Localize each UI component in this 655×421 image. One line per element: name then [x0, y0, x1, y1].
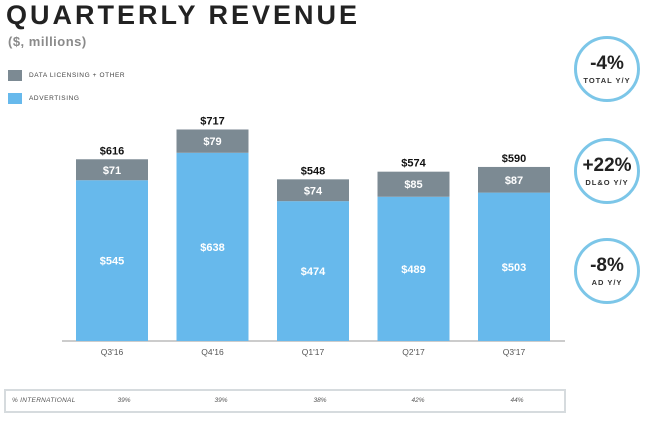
data-label-dlo: $71: [103, 165, 121, 177]
international-value-q2-17: 42%: [411, 397, 425, 404]
international-value-q4-16: 39%: [214, 397, 228, 404]
revenue-bar-chart: $545 $71 $616 Q3'16 $638 $79 $717 Q4'16 $474 $74 $…: [62, 115, 565, 357]
legend-item-advertising: ADVERTISING: [8, 91, 125, 105]
data-label-advertising: $638: [200, 242, 224, 254]
bar-advertising: [176, 152, 249, 341]
legend-swatch-dlo: [8, 69, 22, 81]
bar-dlo: [277, 179, 349, 202]
kpi-ad-value: -8%: [590, 254, 624, 276]
bar-advertising: [76, 180, 148, 341]
x-tick-label: Q3'16: [101, 347, 124, 357]
data-label-dlo: $79: [203, 136, 221, 148]
bar-dlo: [176, 129, 249, 153]
kpi-total-value: -4%: [590, 52, 624, 74]
legend: DATA LICENSING + OTHER ADVERTISING: [8, 68, 125, 114]
data-label-advertising: $489: [401, 264, 425, 276]
kpi-dlo-value: +22%: [582, 154, 632, 176]
bar-dlo: [377, 171, 450, 197]
data-label-total: $548: [301, 165, 325, 177]
data-label-dlo: $85: [404, 179, 422, 191]
chart-title: QUARTERLY REVENUE: [6, 0, 361, 30]
bar-advertising: [478, 192, 550, 341]
data-label-total: $574: [401, 158, 426, 170]
legend-swatch-advertising: [8, 92, 22, 104]
data-label-advertising: $474: [301, 266, 326, 278]
international-table: % INTERNATIONAL 39% 39% 38% 42% 44%: [4, 389, 566, 413]
kpi-ad-label: AD Y/Y: [591, 277, 623, 287]
international-value-q1-17: 38%: [313, 397, 327, 404]
data-label-total: $590: [502, 153, 526, 165]
bar-advertising: [277, 201, 349, 341]
data-label-dlo: $74: [304, 185, 323, 197]
x-tick-label: Q4'16: [201, 347, 224, 357]
data-label-advertising: $545: [100, 256, 124, 268]
kpi-total-label: TOTAL Y/Y: [583, 75, 631, 85]
bar-dlo: [478, 166, 550, 193]
international-value-q3-17: 44%: [510, 397, 524, 404]
data-label-total: $717: [200, 115, 224, 127]
bar-advertising: [377, 196, 450, 341]
x-tick-label: Q2'17: [402, 347, 425, 357]
kpi-ad-yoy: -8% AD Y/Y: [574, 238, 640, 304]
international-label: % INTERNATIONAL: [12, 397, 76, 404]
legend-label-dlo: DATA LICENSING + OTHER: [29, 71, 126, 79]
bar-dlo: [76, 159, 148, 181]
legend-item-dlo: DATA LICENSING + OTHER: [8, 68, 125, 82]
international-value-q3-16: 39%: [117, 397, 131, 404]
kpi-total-yoy: -4% TOTAL Y/Y: [574, 36, 640, 102]
legend-label-advertising: ADVERTISING: [29, 94, 80, 102]
kpi-dlo-yoy: +22% DL&O Y/Y: [574, 138, 640, 204]
data-label-total: $616: [100, 145, 124, 157]
x-tick-label: Q1'17: [302, 347, 325, 357]
kpi-dlo-label: DL&O Y/Y: [585, 177, 629, 187]
data-label-dlo: $87: [505, 175, 523, 187]
chart-subtitle: ($, millions): [8, 34, 87, 49]
x-tick-label: Q3'17: [503, 347, 526, 357]
data-label-advertising: $503: [502, 262, 526, 274]
